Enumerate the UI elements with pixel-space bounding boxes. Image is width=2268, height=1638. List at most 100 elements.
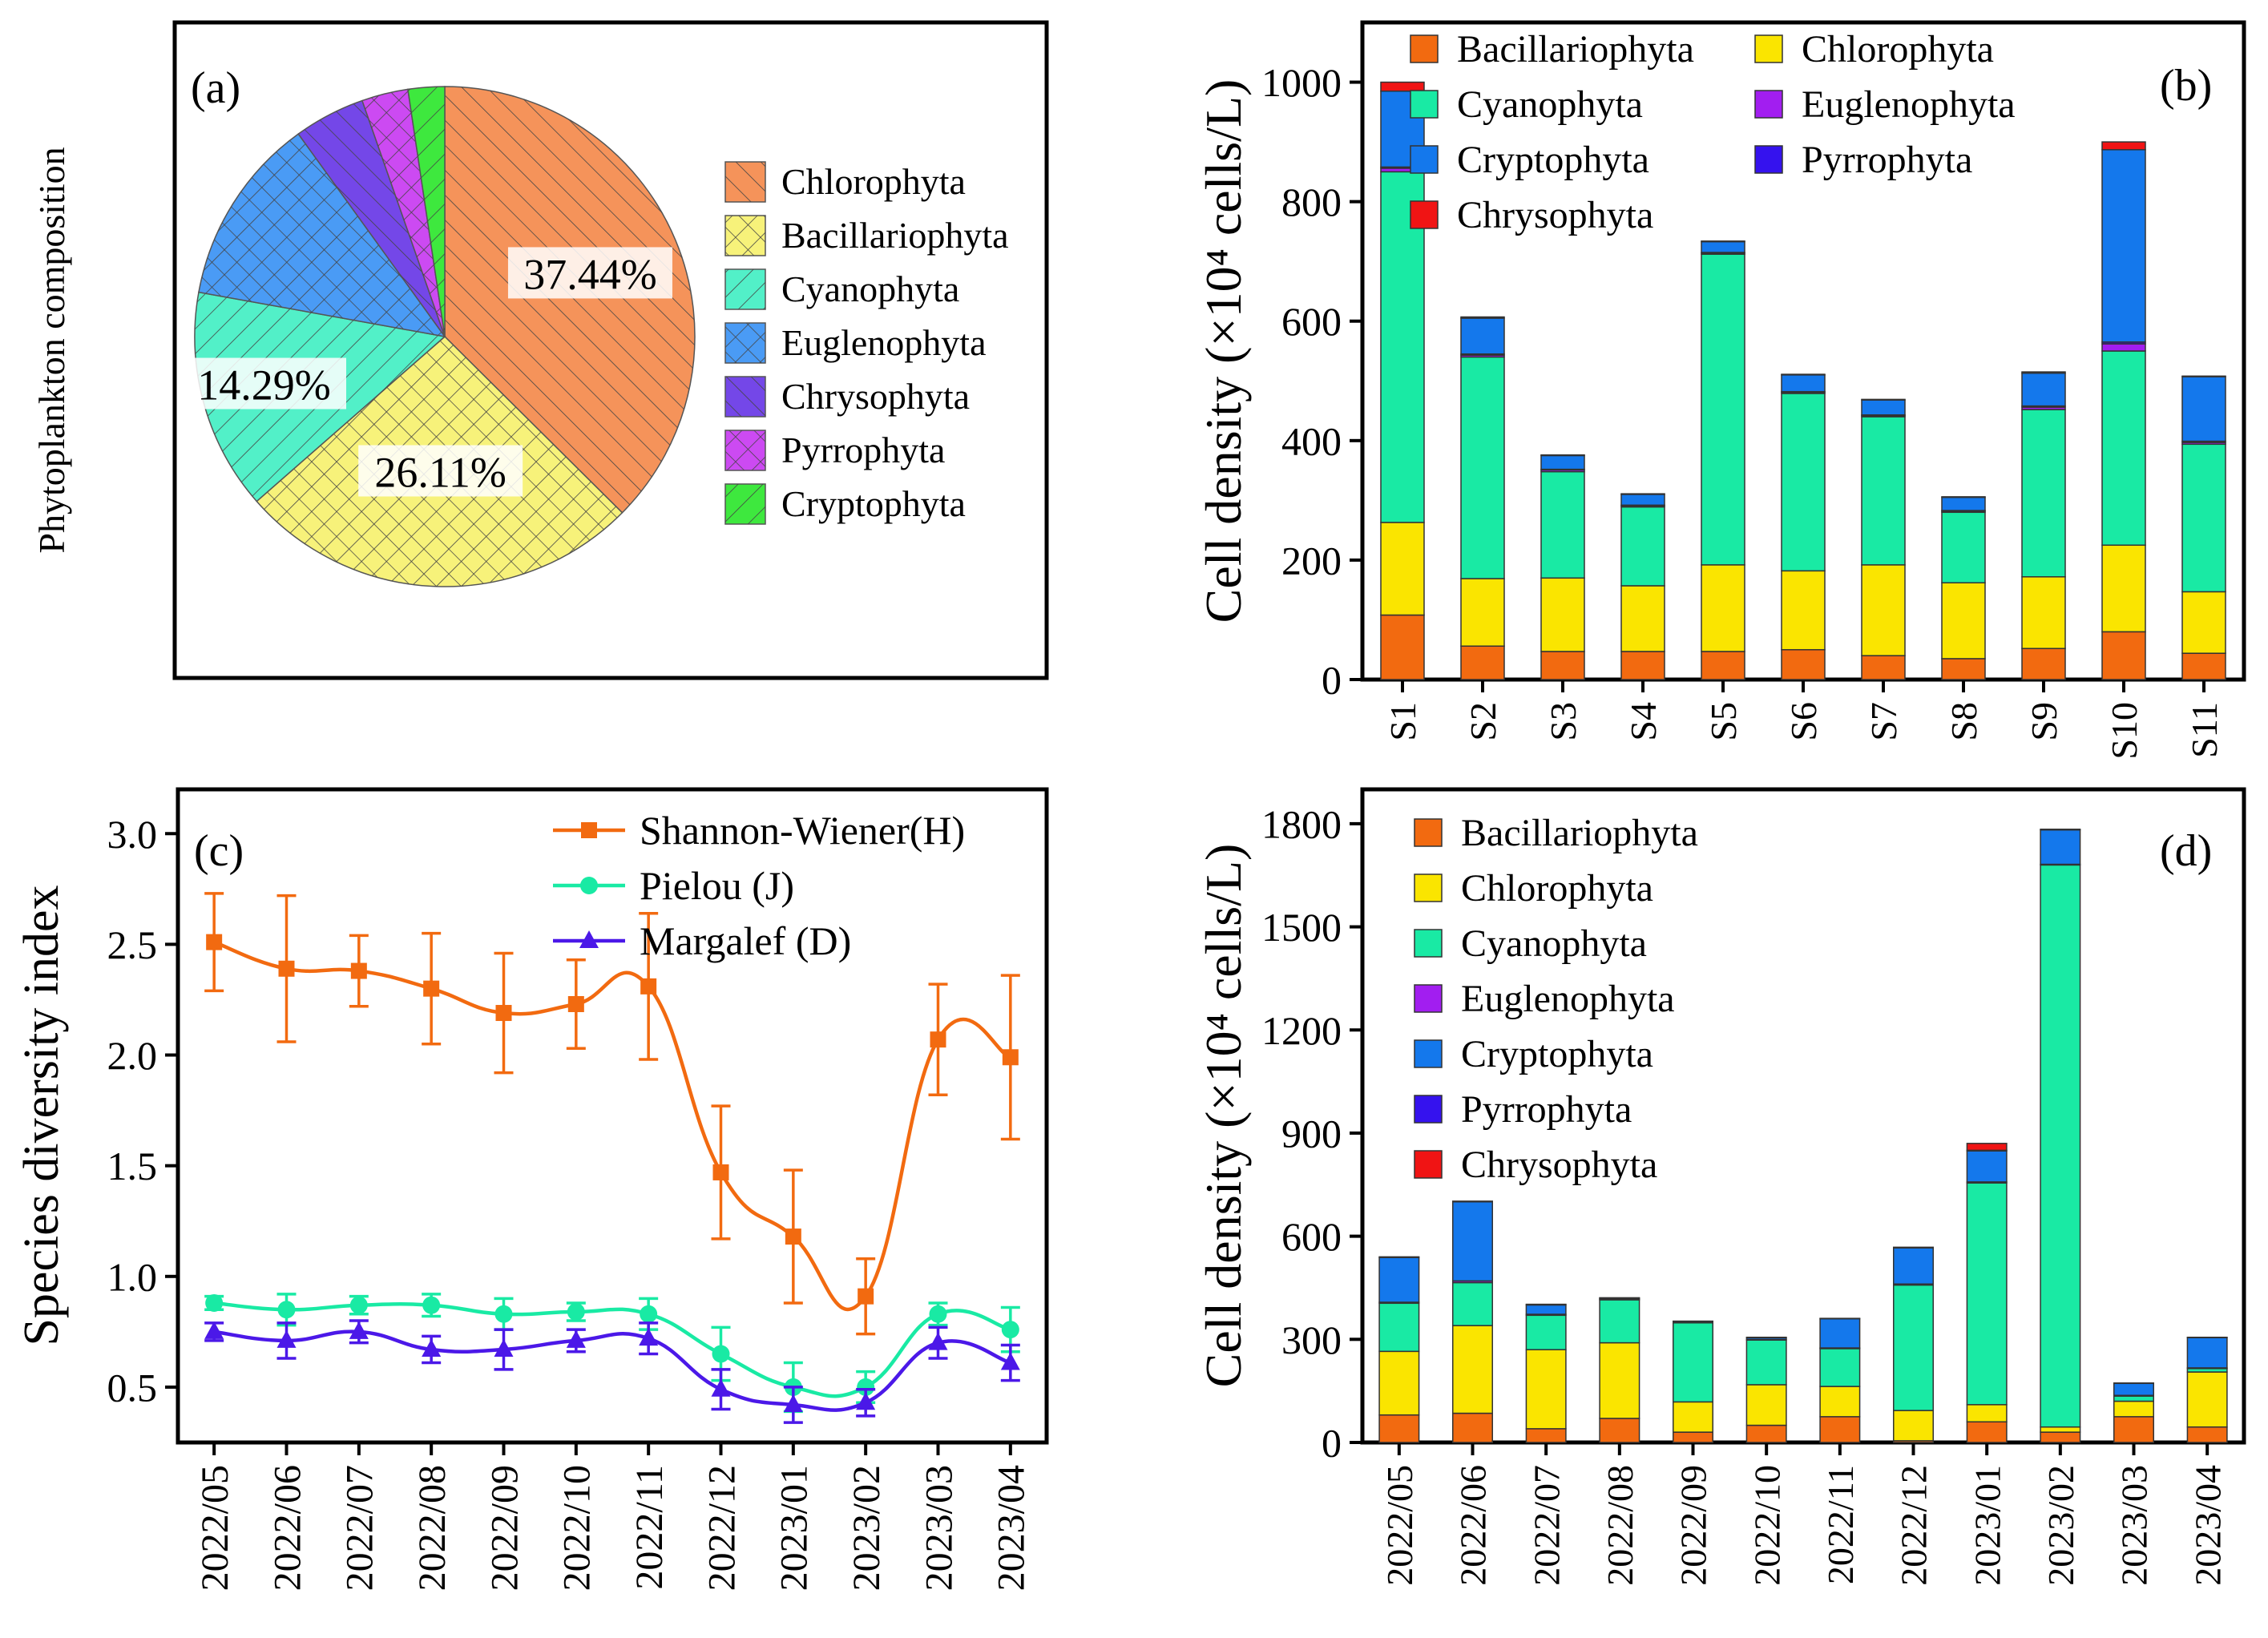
panel-c-legend: Shannon-Wiener(H) Pielou (J) Margalef (D) [553, 808, 965, 963]
panel-d-bar-2022-11-pyrrophyta [1819, 1317, 1861, 1320]
panel-d-bar-chart: (d) Cell density (×10⁴ cells/L) 0 300 600 9… [1195, 787, 2246, 1586]
panel-a-pie-chart: (a) Phytoplankton composition 37.44% 26.1… [31, 20, 1049, 680]
panel-c-legend-label-margalef-d: Margalef (D) [640, 918, 851, 963]
panel-c-point-pielou-j-10 [929, 1305, 947, 1323]
panel-d-ylabel: Cell density (×10⁴ cells/L) [1195, 844, 1252, 1388]
panel-d-bar-2023-02-pyrrophyta [2040, 829, 2081, 831]
pie-legend-hatch-pyrrophyta [725, 430, 765, 470]
panel-b-bar-s10-chrysophyta [2101, 141, 2146, 151]
panel-c-xtick-label-2023-04: 2023/04 [991, 1465, 1033, 1591]
panel-d-bar-2023-02-bacillariophyta [2040, 1431, 2081, 1443]
panel-b-label: (b) [2160, 61, 2212, 111]
panel-b-bar-s10-euglenophyta [2101, 343, 2146, 352]
panel-d-legend-label-bacillariophyta: Bacillariophyta [1461, 812, 1698, 854]
panel-b-legend-label-euglenophyta: Euglenophyta [1802, 83, 2016, 126]
panel-c-point-margalef-d-10 [928, 1332, 948, 1350]
panel-b-bar-s8-bacillariophyta [1941, 658, 1986, 680]
panel-c-xtick-label-2022-09: 2022/09 [483, 1465, 526, 1591]
panel-c-point-pielou-j-3 [422, 1296, 441, 1314]
panel-b-ylabel: Cell density (×10⁴ cells/L) [1195, 79, 1252, 623]
panel-d-legend-label-chlorophyta: Chlorophyta [1461, 867, 1653, 910]
pie-label-bg-chlorophyta [507, 247, 672, 299]
panel-b-xtick-label-s11: S11 [2184, 702, 2225, 758]
panel-d-legend-swatch-cryptophyta [1414, 1039, 1443, 1068]
panel-b-legend-swatch-chrysophyta [1410, 200, 1439, 229]
panel-b-legend-swatch-bacillariophyta [1410, 34, 1439, 63]
panel-d-bar-2022-08-cyanophyta [1599, 1299, 1640, 1344]
panel-c-point-shannon-wiener-h-9 [858, 1288, 874, 1305]
panel-b-bar-s9-cryptophyta [2021, 372, 2066, 407]
panel-b-bar-s11-cryptophyta [2181, 376, 2226, 442]
pie-label-chlorophyta: 37.44% [523, 250, 656, 298]
pie-legend-label-chlorophyta: Chlorophyta [781, 161, 966, 202]
panel-d-bar-2022-09-chlorophyta [1673, 1401, 1713, 1433]
pie-slice-hatch-cryptophyta [407, 87, 445, 337]
panel-d-bar-2022-06-pyrrophyta [1452, 1200, 1493, 1203]
panel-d-xtick-label-2022-12: 2022/12 [1894, 1465, 1935, 1586]
panel-b-xtick-label-s6: S6 [1783, 702, 1824, 741]
panel-b-bar-s3-bacillariophyta [1540, 651, 1585, 680]
pie-legend-hatch-cryptophyta [725, 484, 765, 524]
panel-c-legend-label-shannon-wiener-h: Shannon-Wiener(H) [640, 808, 965, 853]
pie-labels: 37.44% 26.11% 14.29% [182, 247, 672, 497]
panel-c-point-margalef-d-4 [494, 1338, 514, 1357]
panel-b-bar-s10-bacillariophyta [2101, 631, 2146, 680]
panel-c-legend-marker-margalef-d [579, 930, 599, 948]
panel-c-point-margalef-d-9 [856, 1392, 876, 1410]
panel-d-bar-2022-09-bacillariophyta [1673, 1431, 1713, 1443]
panel-d-bar-2022-06-cyanophyta [1452, 1281, 1493, 1326]
panel-d-ytick-label-2: 600 [1281, 1214, 1342, 1259]
panel-b-bar-s6-cryptophyta [1781, 374, 1826, 393]
panel-c-legend-label-pielou-j: Pielou (J) [640, 863, 794, 908]
panel-d-legend-label-euglenophyta: Euglenophyta [1461, 978, 1675, 1020]
panel-b-xtick-label-s8: S8 [1943, 702, 1984, 741]
panel-b-bar-s3-chrysophyta [1540, 454, 1585, 457]
panel-c-line-chart: (c) Species diversity index 0.5 1.0 1.5 2.0… [14, 787, 1049, 1591]
panel-d-bar-2023-03-cryptophyta [2113, 1382, 2154, 1396]
panel-b-bar-s7-chlorophyta [1861, 564, 1906, 656]
panel-d-ytick-label-4: 1200 [1261, 1008, 1342, 1053]
panel-d-bar-2022-05-cyanophyta [1378, 1302, 1420, 1353]
panel-b-legend-swatch-euglenophyta [1754, 90, 1783, 119]
pie-slices [194, 86, 696, 587]
panel-c-point-margalef-d-8 [783, 1394, 803, 1413]
panel-d-legend-label-pyrrophyta: Pyrrophyta [1461, 1088, 1632, 1131]
panel-d-bar-2022-10-cyanophyta [1745, 1339, 1787, 1386]
panel-d-legend: Bacillariophyta Chlorophyta Cyanophyta Eugl… [1414, 812, 1698, 1186]
panel-b-bar-s2-chrysophyta [1460, 316, 1505, 319]
pie-label-bg-cyanophyta [182, 357, 347, 410]
panel-d-xtick-label-2022-07: 2022/07 [1526, 1465, 1567, 1586]
panel-d-xtick-label-2022-06: 2022/06 [1453, 1465, 1494, 1586]
panel-d-ytick-label-3: 900 [1281, 1111, 1342, 1156]
panel-b-bar-s10-cryptophyta [2101, 149, 2146, 343]
panel-c-point-shannon-wiener-h-7 [712, 1164, 729, 1180]
panel-b-ytick-label-2: 400 [1281, 418, 1342, 463]
panel-b-legend-label-chrysophyta: Chrysophyta [1457, 194, 1653, 236]
panel-b-bar-s6-bacillariophyta [1781, 648, 1826, 680]
panel-b-legend-swatch-cryptophyta [1410, 145, 1439, 174]
panel-b-bar-s10-cyanophyta [2101, 350, 2146, 547]
panel-b-bar-s11-chrysophyta [2181, 375, 2226, 377]
panel-d-xtick-label-2022-10: 2022/10 [1746, 1465, 1787, 1586]
panel-b-legend-swatch-cyanophyta [1410, 90, 1439, 119]
panel-c-xtick-label-2022-06: 2022/06 [266, 1465, 309, 1591]
panel-d-bar-2022-12-chlorophyta [1893, 1410, 1934, 1442]
panel-d-bar-2023-03-cyanophyta [2113, 1395, 2154, 1402]
panel-d-bar-2022-12-cryptophyta [1893, 1247, 1934, 1285]
panel-d-legend-swatch-chlorophyta [1414, 873, 1443, 902]
panel-d-bar-2023-01-chlorophyta [1966, 1404, 2008, 1423]
panel-c-point-shannon-wiener-h-5 [567, 995, 584, 1012]
panel-d-legend-label-chrysophyta: Chrysophyta [1461, 1144, 1657, 1186]
panel-b-bars [1380, 81, 2226, 680]
panel-b-bar-s4-cyanophyta [1620, 506, 1665, 587]
panel-c-point-margalef-d-0 [204, 1321, 224, 1339]
panel-b-bar-s4-chlorophyta [1620, 585, 1665, 652]
panel-c-xtick-label-2022-05: 2022/05 [194, 1465, 236, 1591]
panel-b-bar-s9-cyanophyta [2021, 409, 2066, 578]
panel-d-bar-2022-07-chlorophyta [1525, 1349, 1567, 1430]
panel-b-bar-s5-bacillariophyta [1701, 651, 1745, 680]
panel-b-bar-s6-chrysophyta [1781, 373, 1826, 376]
panel-d-bar-2022-10-pyrrophyta [1745, 1336, 1787, 1338]
pie-legend-label-cyanophyta: Cyanophyta [781, 268, 959, 309]
panel-d-bar-2022-10-chlorophyta [1745, 1384, 1787, 1426]
